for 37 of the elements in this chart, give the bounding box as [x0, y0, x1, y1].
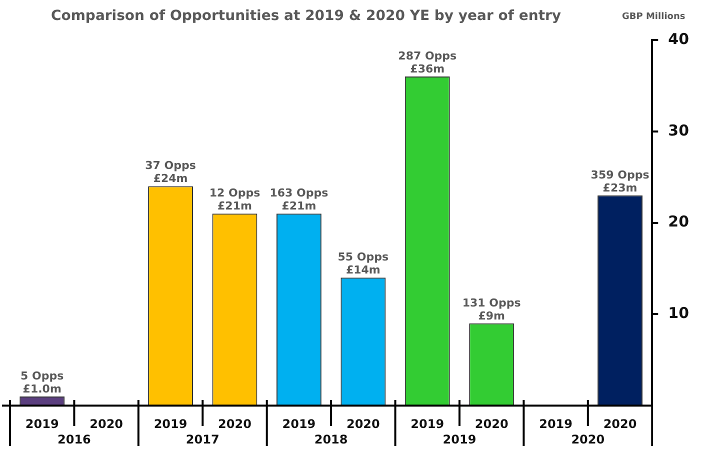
annotation: 131 Opps — [462, 296, 522, 310]
x-tick-label: 2019 — [410, 416, 444, 431]
x-tick-label: 2020 — [218, 416, 252, 431]
data-label: £36m — [410, 62, 445, 76]
x-tick-label: 2019 — [539, 416, 573, 431]
text: 2019 — [442, 432, 476, 447]
data-label: £9m — [478, 309, 505, 322]
x-tick-label: 2020 — [474, 416, 508, 431]
data-label: £21m — [282, 200, 316, 213]
annotation: 55 Opps — [338, 250, 390, 264]
data-label: £24m — [153, 172, 188, 186]
x-tick-label: 2019 — [154, 416, 188, 431]
data-label: £1.0m — [22, 382, 62, 396]
y-axis-title: GBP Millions — [622, 12, 686, 22]
annotation: 5 Opps — [20, 369, 64, 382]
x-tick-label: 2019 — [25, 416, 59, 431]
data-label: £23m — [602, 181, 638, 194]
text: 2017 — [186, 432, 220, 447]
chart-title: Comparison of Opportunities at 2019 & 2020 YE by year of entry — [50, 8, 562, 24]
x-tick-label: 2019 — [282, 416, 316, 431]
x-tick-label: 2020 — [90, 416, 124, 431]
data-label: £14m — [346, 264, 380, 277]
text: 2018 — [314, 432, 348, 447]
annotation: 12 Opps — [209, 186, 261, 200]
annotation: 359 Opps — [590, 168, 650, 182]
annotation: 163 Opps — [270, 186, 329, 200]
y-tick-label: 20 — [668, 212, 689, 231]
x-tick-label: 2020 — [346, 416, 380, 431]
y-tick-label: 30 — [668, 121, 689, 140]
annotation: 37 Opps — [145, 159, 196, 172]
data-label: £21m — [218, 200, 252, 213]
text: 2020 — [571, 432, 605, 447]
y-tick-label: 40 — [668, 30, 689, 48]
y-tick-label: 10 — [668, 304, 689, 322]
text: 2016 — [58, 432, 91, 447]
annotation: 287 Opps — [398, 50, 458, 63]
x-tick-label: 2020 — [603, 416, 637, 431]
